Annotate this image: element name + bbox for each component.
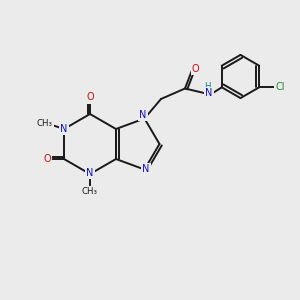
Text: CH₃: CH₃ [37,118,52,127]
Text: O: O [44,154,51,164]
Text: O: O [192,64,199,74]
Text: N: N [139,110,147,120]
Text: N: N [205,88,213,98]
Text: N: N [142,164,150,175]
Text: Cl: Cl [275,82,285,92]
Text: H: H [204,82,210,91]
Text: N: N [60,124,68,134]
Text: N: N [86,168,94,178]
Text: CH₃: CH₃ [82,188,98,196]
Text: O: O [86,92,94,103]
